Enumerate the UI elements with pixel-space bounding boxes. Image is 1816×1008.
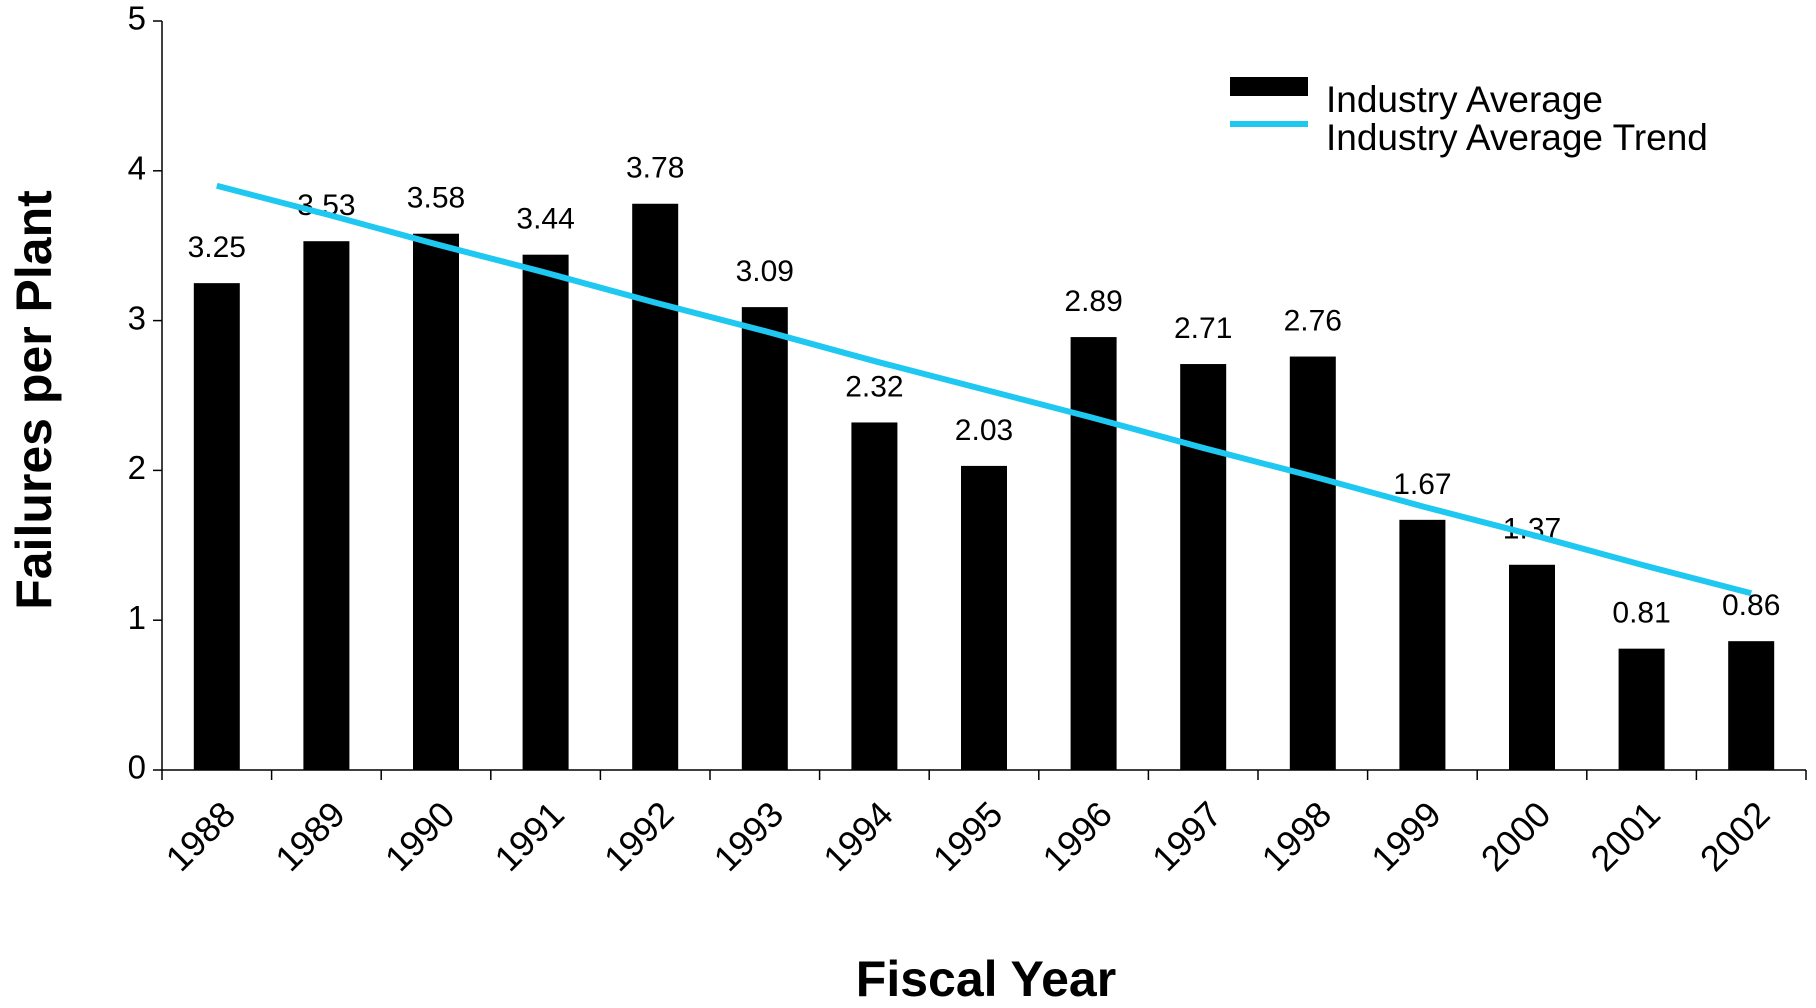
- y-tick-label: 5: [128, 0, 146, 37]
- data-label: 3.58: [407, 182, 465, 215]
- bar: [741, 307, 788, 770]
- bar: [413, 233, 459, 770]
- y-tick-label: 1: [128, 599, 146, 636]
- x-tick-label: 2002: [1692, 793, 1778, 879]
- x-tick-label: 1998: [1254, 793, 1340, 879]
- data-label: 3.09: [736, 255, 794, 288]
- data-label: 0.81: [1612, 597, 1670, 630]
- data-label: 2.32: [845, 370, 903, 403]
- bar: [1070, 337, 1117, 770]
- x-tick-label: 1997: [1144, 793, 1230, 879]
- bar: [522, 254, 569, 771]
- x-tick-label: 1990: [377, 793, 463, 879]
- data-label: 3.25: [188, 231, 246, 264]
- bar: [961, 465, 1007, 770]
- x-tick-label: 1988: [158, 793, 244, 879]
- data-label: 2.03: [955, 414, 1013, 447]
- bar: [303, 241, 350, 770]
- legend-swatch: [1230, 77, 1308, 96]
- x-tick-label: 1992: [596, 793, 682, 879]
- data-label: 2.76: [1284, 304, 1342, 337]
- data-label: 2.89: [1064, 285, 1122, 318]
- bar: [1399, 519, 1446, 770]
- legend-label: Industry Average Trend: [1326, 117, 1708, 158]
- bar: [1180, 364, 1227, 770]
- x-tick-label: 1996: [1034, 793, 1120, 879]
- x-tick-label: 2001: [1582, 793, 1668, 879]
- data-label: 3.44: [516, 203, 574, 236]
- x-axis-title: Fiscal Year: [856, 951, 1116, 1007]
- y-tick-label: 2: [128, 449, 146, 486]
- x-tick-label: 1995: [925, 793, 1011, 879]
- x-tick-label: 2000: [1473, 793, 1559, 879]
- data-label: 3.78: [626, 152, 684, 185]
- x-tick-label: 1994: [815, 793, 901, 879]
- y-tick-label: 0: [128, 749, 146, 786]
- data-label: 0.86: [1722, 589, 1780, 622]
- legend-label: Industry Average: [1326, 79, 1603, 120]
- bar: [1728, 641, 1775, 770]
- trend-line: [216, 182, 1752, 597]
- bar: [193, 283, 240, 770]
- bar: [851, 422, 898, 770]
- data-label: 2.71: [1174, 312, 1232, 345]
- bar: [1509, 564, 1555, 770]
- y-tick-label: 3: [128, 299, 146, 336]
- bar: [1289, 356, 1336, 770]
- x-tick-label: 1991: [486, 793, 572, 879]
- x-tick-label: 1993: [706, 793, 792, 879]
- x-tick-label: 1999: [1363, 793, 1449, 879]
- y-axis-title: Failures per Plant: [6, 190, 62, 610]
- data-label: 1.67: [1393, 468, 1451, 501]
- bar: [1618, 648, 1665, 770]
- y-tick-label: 4: [128, 150, 146, 187]
- x-tick-label: 1989: [267, 793, 353, 879]
- bar: [632, 203, 679, 771]
